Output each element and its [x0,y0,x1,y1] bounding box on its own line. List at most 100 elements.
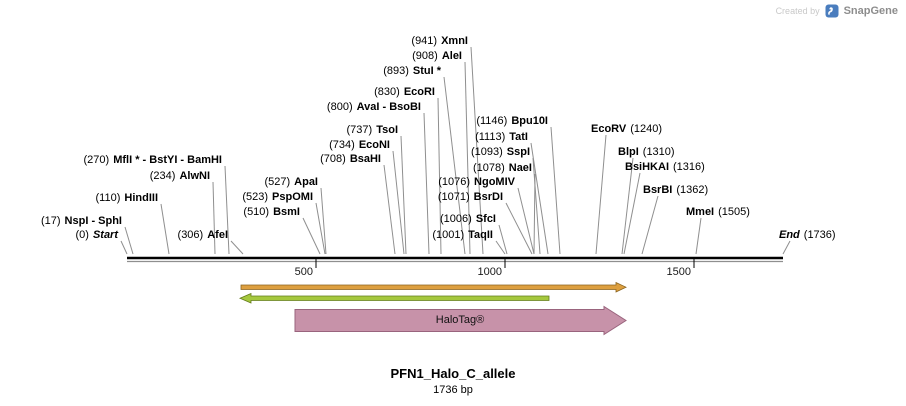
site-label-nspi-sphi[interactable]: (17) NspI - SphI [41,215,122,228]
site-name: EcoNI [358,139,390,151]
feature-halotag-label[interactable]: HaloTag® [435,314,485,326]
site-label-end[interactable]: End (1736) [779,229,836,242]
site-label-hindiii[interactable]: (110) HindIII [96,192,158,205]
site-name: ApaI [294,176,318,188]
site-pos: (1001) [432,229,465,241]
site-name: AvaI - BsoBI [356,101,421,113]
site-pos: (708) [320,153,346,165]
sequence-title: PFN1_Halo_C_allele [390,366,516,381]
site-label-sspi[interactable]: (1093) SspI [471,146,530,159]
site-pos: (800) [326,101,353,113]
site-name: BsrBI [643,184,673,196]
site-name: EcoRV [591,123,627,135]
site-pos: (1146) [476,115,508,127]
site-name: AfeI [207,229,228,241]
site-pos: (737) [346,124,373,136]
site-label-avai-bsobi[interactable]: (800) AvaI - BsoBI [327,101,421,114]
site-name: MmeI [686,206,715,218]
site-label-bpu10i[interactable]: (1146) Bpu10I [476,115,548,128]
site-name: Start [92,229,118,241]
site-pos: (1113) [475,131,506,143]
site-label-bsahi[interactable]: (708) BsaHI [320,153,381,166]
site-name: End [779,229,800,241]
site-label-mmei[interactable]: MmeI (1505) [686,206,750,219]
orange-feature-arrow[interactable] [240,281,627,293]
site-pos: (234) [149,170,176,182]
site-name: XmnI [441,35,468,47]
site-pos: (1505) [718,206,750,218]
site-pos: (270) [83,154,110,166]
site-pos: (908) [412,50,438,62]
halotag-feature-arrow[interactable] [294,305,627,336]
site-pos: (1316) [673,161,705,173]
site-pos: (1006) [440,213,472,225]
site-pos: (1076) [438,176,471,188]
site-name: PspOMI [272,191,313,203]
site-pos: (0) [75,229,89,241]
site-label-tati[interactable]: (1113) TatI [475,131,528,144]
site-pos: (510) [243,206,270,218]
ruler-tick-1500: 1500 [666,266,691,278]
site-label-bsrbi[interactable]: BsrBI (1362) [643,184,708,197]
site-label-bsrdi[interactable]: (1071) BsrDI [438,191,503,204]
site-name: BsmI [273,206,300,218]
leader-lines [120,46,791,255]
site-label-taqii[interactable]: (1001) TaqII [432,229,493,242]
site-pos: (110) [95,192,121,204]
site-label-bsmi[interactable]: (510) BsmI [243,206,300,219]
site-pos: (1071) [437,191,470,203]
site-pos: (306) [177,229,204,241]
site-name: Bpu10I [511,115,548,127]
site-label-ecori[interactable]: (830) EcoRI [374,86,435,99]
sequence-length: 1736 bp [433,384,473,396]
site-pos: (17) [40,215,61,227]
site-label-alwni[interactable]: (234) AlwNI [150,170,210,183]
ruler-tick-500: 500 [294,266,313,278]
site-name: NspI - SphI [64,215,122,227]
site-name: NaeI [508,162,532,174]
site-label-sfci[interactable]: (1006) SfcI [440,213,496,226]
site-name: StuI * [412,65,441,77]
site-label-naei[interactable]: (1078) NaeI [473,162,532,175]
site-pos: (941) [411,35,438,47]
site-pos: (734) [329,139,355,151]
site-pos: (893) [383,65,409,77]
site-name: NgoMIV [474,176,515,188]
site-label-afei[interactable]: (306) AfeI [178,229,228,242]
site-pos: (1736) [803,229,836,241]
site-name: TaqII [468,229,493,241]
site-name: TsoI [376,124,398,136]
site-label-alei[interactable]: (908) AleI [412,50,462,63]
ruler-tick-1000: 1000 [477,266,502,278]
site-label-start[interactable]: (0) Start [75,229,118,242]
site-name: SfcI [475,213,496,225]
site-pos: (1078) [472,162,505,174]
site-label-tsoi[interactable]: (737) TsoI [347,124,398,137]
site-name: MflI * - BstYI - BamHI [113,154,222,166]
site-name: EcoRI [403,86,435,98]
site-name: BsiHKAI [625,161,670,173]
snapgene-brand-text: SnapGene [843,5,898,17]
green-feature-arrow[interactable] [238,292,550,304]
site-pos: (523) [242,191,269,203]
site-name: BsrDI [473,191,503,203]
site-label-bsihkai[interactable]: BsiHKAI (1316) [625,161,705,174]
site-label-blpi[interactable]: BlpI (1310) [618,146,675,159]
site-label-ecorv[interactable]: EcoRV (1240) [591,123,662,136]
site-name: TatI [509,131,528,143]
site-name: BsaHI [349,153,381,165]
site-label-mfli-bstyi-bamhi[interactable]: (270) MflI * - BstYI - BamHI [84,154,222,167]
site-label-apai[interactable]: (527) ApaI [264,176,318,189]
site-label-ngomiv[interactable]: (1076) NgoMIV [438,176,515,189]
site-pos: (1093) [470,146,503,158]
title-block: PFN1_Halo_C_allele 1736 bp [0,366,906,396]
site-label-xmni[interactable]: (941) XmnI [411,35,468,48]
site-label-econi[interactable]: (734) EcoNI [329,139,390,152]
site-label-pspomi[interactable]: (523) PspOMI [242,191,313,204]
site-pos: (830) [374,86,400,98]
site-label-stui[interactable]: (893) StuI * [383,65,441,78]
snapgene-credit: Created by SnapGene [776,4,898,18]
site-pos: (1240) [630,123,663,135]
